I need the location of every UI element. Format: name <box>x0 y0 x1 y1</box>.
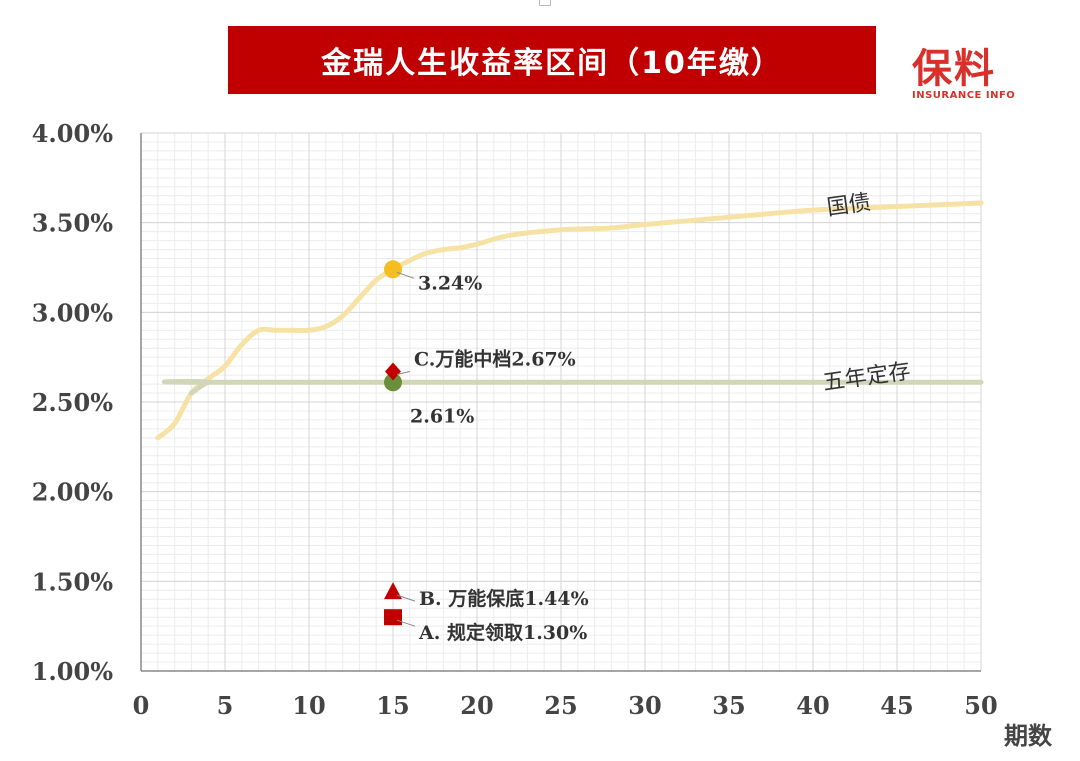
y-tick-label: 1.50% <box>32 567 113 596</box>
point-deposit-15-label: 2.61% <box>410 405 474 427</box>
point-universal-mid-label: C.万能中档2.67% <box>414 348 576 371</box>
point-universal-mid-leader <box>396 371 411 376</box>
x-tick-label: 10 <box>292 691 325 720</box>
point-treasury-15-marker <box>384 260 402 279</box>
point-treasury-15-label: 3.24% <box>418 272 482 294</box>
x-axis-label: 期数 <box>1004 721 1053 750</box>
chart-title-banner: 金瑞人生收益率区间（10年缴） <box>228 26 876 94</box>
point-stipulated-payout-leader <box>396 619 416 627</box>
y-tick-label: 4.00% <box>32 119 113 148</box>
point-universal-mid-marker <box>385 362 401 381</box>
y-tick-label: 2.50% <box>32 388 113 417</box>
x-tick-label: 15 <box>376 691 409 720</box>
series-name-deposit: 五年定存 <box>821 359 912 396</box>
x-tick-label: 30 <box>628 691 661 720</box>
x-tick-label: 40 <box>796 691 829 720</box>
point-deposit-15-marker <box>384 373 402 392</box>
series-line-treasury <box>155 200 984 441</box>
logo-main-text: 保料 <box>912 46 996 92</box>
point-treasury-15-leader <box>396 271 415 279</box>
point-universal-guaranteed-leader <box>396 594 416 602</box>
logo-sub-text: INSURANCE INFO <box>912 90 1016 101</box>
y-tick-label: 3.00% <box>32 298 113 327</box>
y-tick-label: 2.00% <box>32 478 113 507</box>
y-tick-label: 1.00% <box>32 657 113 686</box>
series-name-treasury: 国债 <box>825 190 872 221</box>
point-stipulated-payout-label: A. 规定领取1.30% <box>418 621 587 644</box>
point-universal-guaranteed-label: B. 万能保底1.44% <box>419 587 589 610</box>
x-tick-label: 35 <box>712 691 745 720</box>
chart-series <box>155 200 984 441</box>
point-stipulated-payout-marker <box>384 609 402 626</box>
chart-axes: 1.00% 1.50% 2.00% 2.50% 3.00% 3.50% 4.00% 0 5 10 1… <box>32 119 1053 750</box>
x-tick-label: 5 <box>217 691 234 720</box>
chart-title: 金瑞人生收益率区间（10年缴） <box>321 46 783 81</box>
series-line-deposit <box>162 378 984 396</box>
top-edge-mark <box>539 0 551 6</box>
chart-points <box>384 260 416 627</box>
chart-grid <box>140 132 982 672</box>
x-tick-label: 20 <box>460 691 493 720</box>
x-tick-label: 50 <box>964 691 997 720</box>
y-tick-label: 3.50% <box>32 209 113 238</box>
x-tick-label: 45 <box>880 691 913 720</box>
x-tick-label: 0 <box>133 691 150 720</box>
x-tick-label: 25 <box>544 691 577 720</box>
brand-logo: 保料 INSURANCE INFO <box>912 48 1032 112</box>
